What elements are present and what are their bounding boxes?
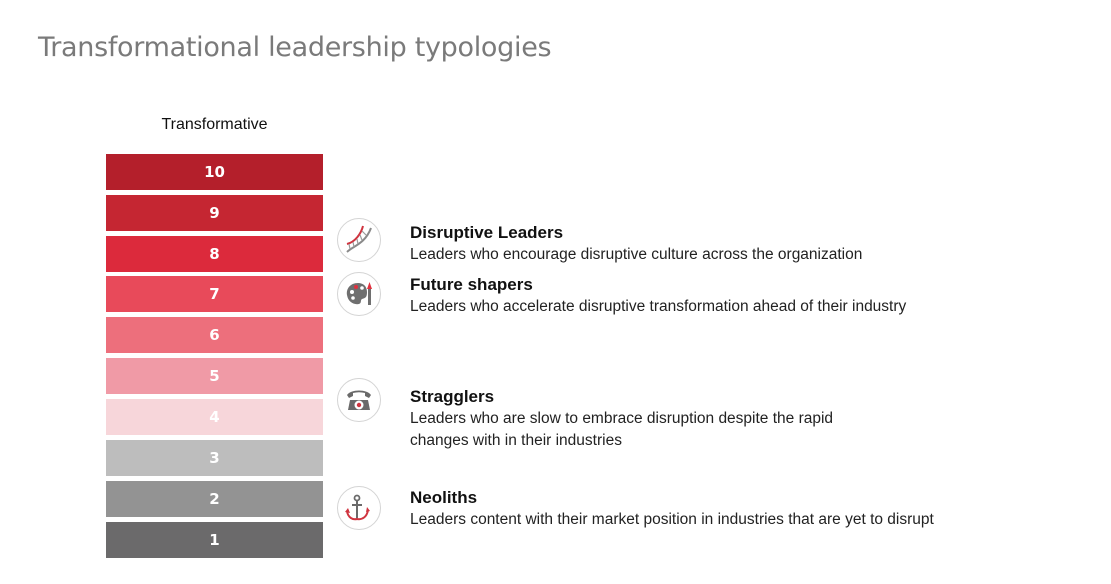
page-title: Transformational leadership typologies	[38, 32, 552, 63]
typology-disruptive-leaders: Disruptive Leaders Leaders who encourage…	[410, 223, 862, 266]
anchor-icon	[337, 486, 381, 530]
palette-brush-icon	[337, 272, 381, 316]
scale-level-10: 10	[106, 154, 323, 190]
typology-description: Leaders content with their market positi…	[410, 511, 934, 528]
scale-level-3: 3	[106, 440, 323, 476]
typology-neoliths: Neoliths Leaders content with their mark…	[410, 488, 934, 531]
typology-description: Leaders who are slow to embrace disrupti…	[410, 410, 834, 449]
scale-top-label: Transformative	[161, 116, 268, 133]
scale-level-9: 9	[106, 195, 323, 231]
typology-name: Future shapers	[410, 275, 533, 294]
scale-level-5: 5	[106, 358, 323, 394]
scale-level-7: 7	[106, 276, 323, 312]
scale-level-6: 6	[106, 317, 323, 353]
dna-icon	[337, 218, 381, 262]
scale-level-1: 1	[106, 522, 323, 558]
typology-name: Stragglers	[410, 387, 495, 406]
rotary-phone-icon	[337, 378, 381, 422]
typology-future-shapers: Future shapers Leaders who accelerate di…	[410, 275, 906, 318]
scale-level-2: 2	[106, 481, 323, 517]
typology-name: Neoliths	[410, 488, 478, 507]
typology-description: Leaders who accelerate disruptive transf…	[410, 298, 907, 315]
typology-stragglers: Stragglers Leaders who are slow to embra…	[410, 387, 885, 452]
typology-description: Leaders who encourage disruptive culture…	[410, 246, 863, 263]
typology-name: Disruptive Leaders	[410, 223, 564, 242]
scale-level-8: 8	[106, 236, 323, 272]
scale-level-4: 4	[106, 399, 323, 435]
